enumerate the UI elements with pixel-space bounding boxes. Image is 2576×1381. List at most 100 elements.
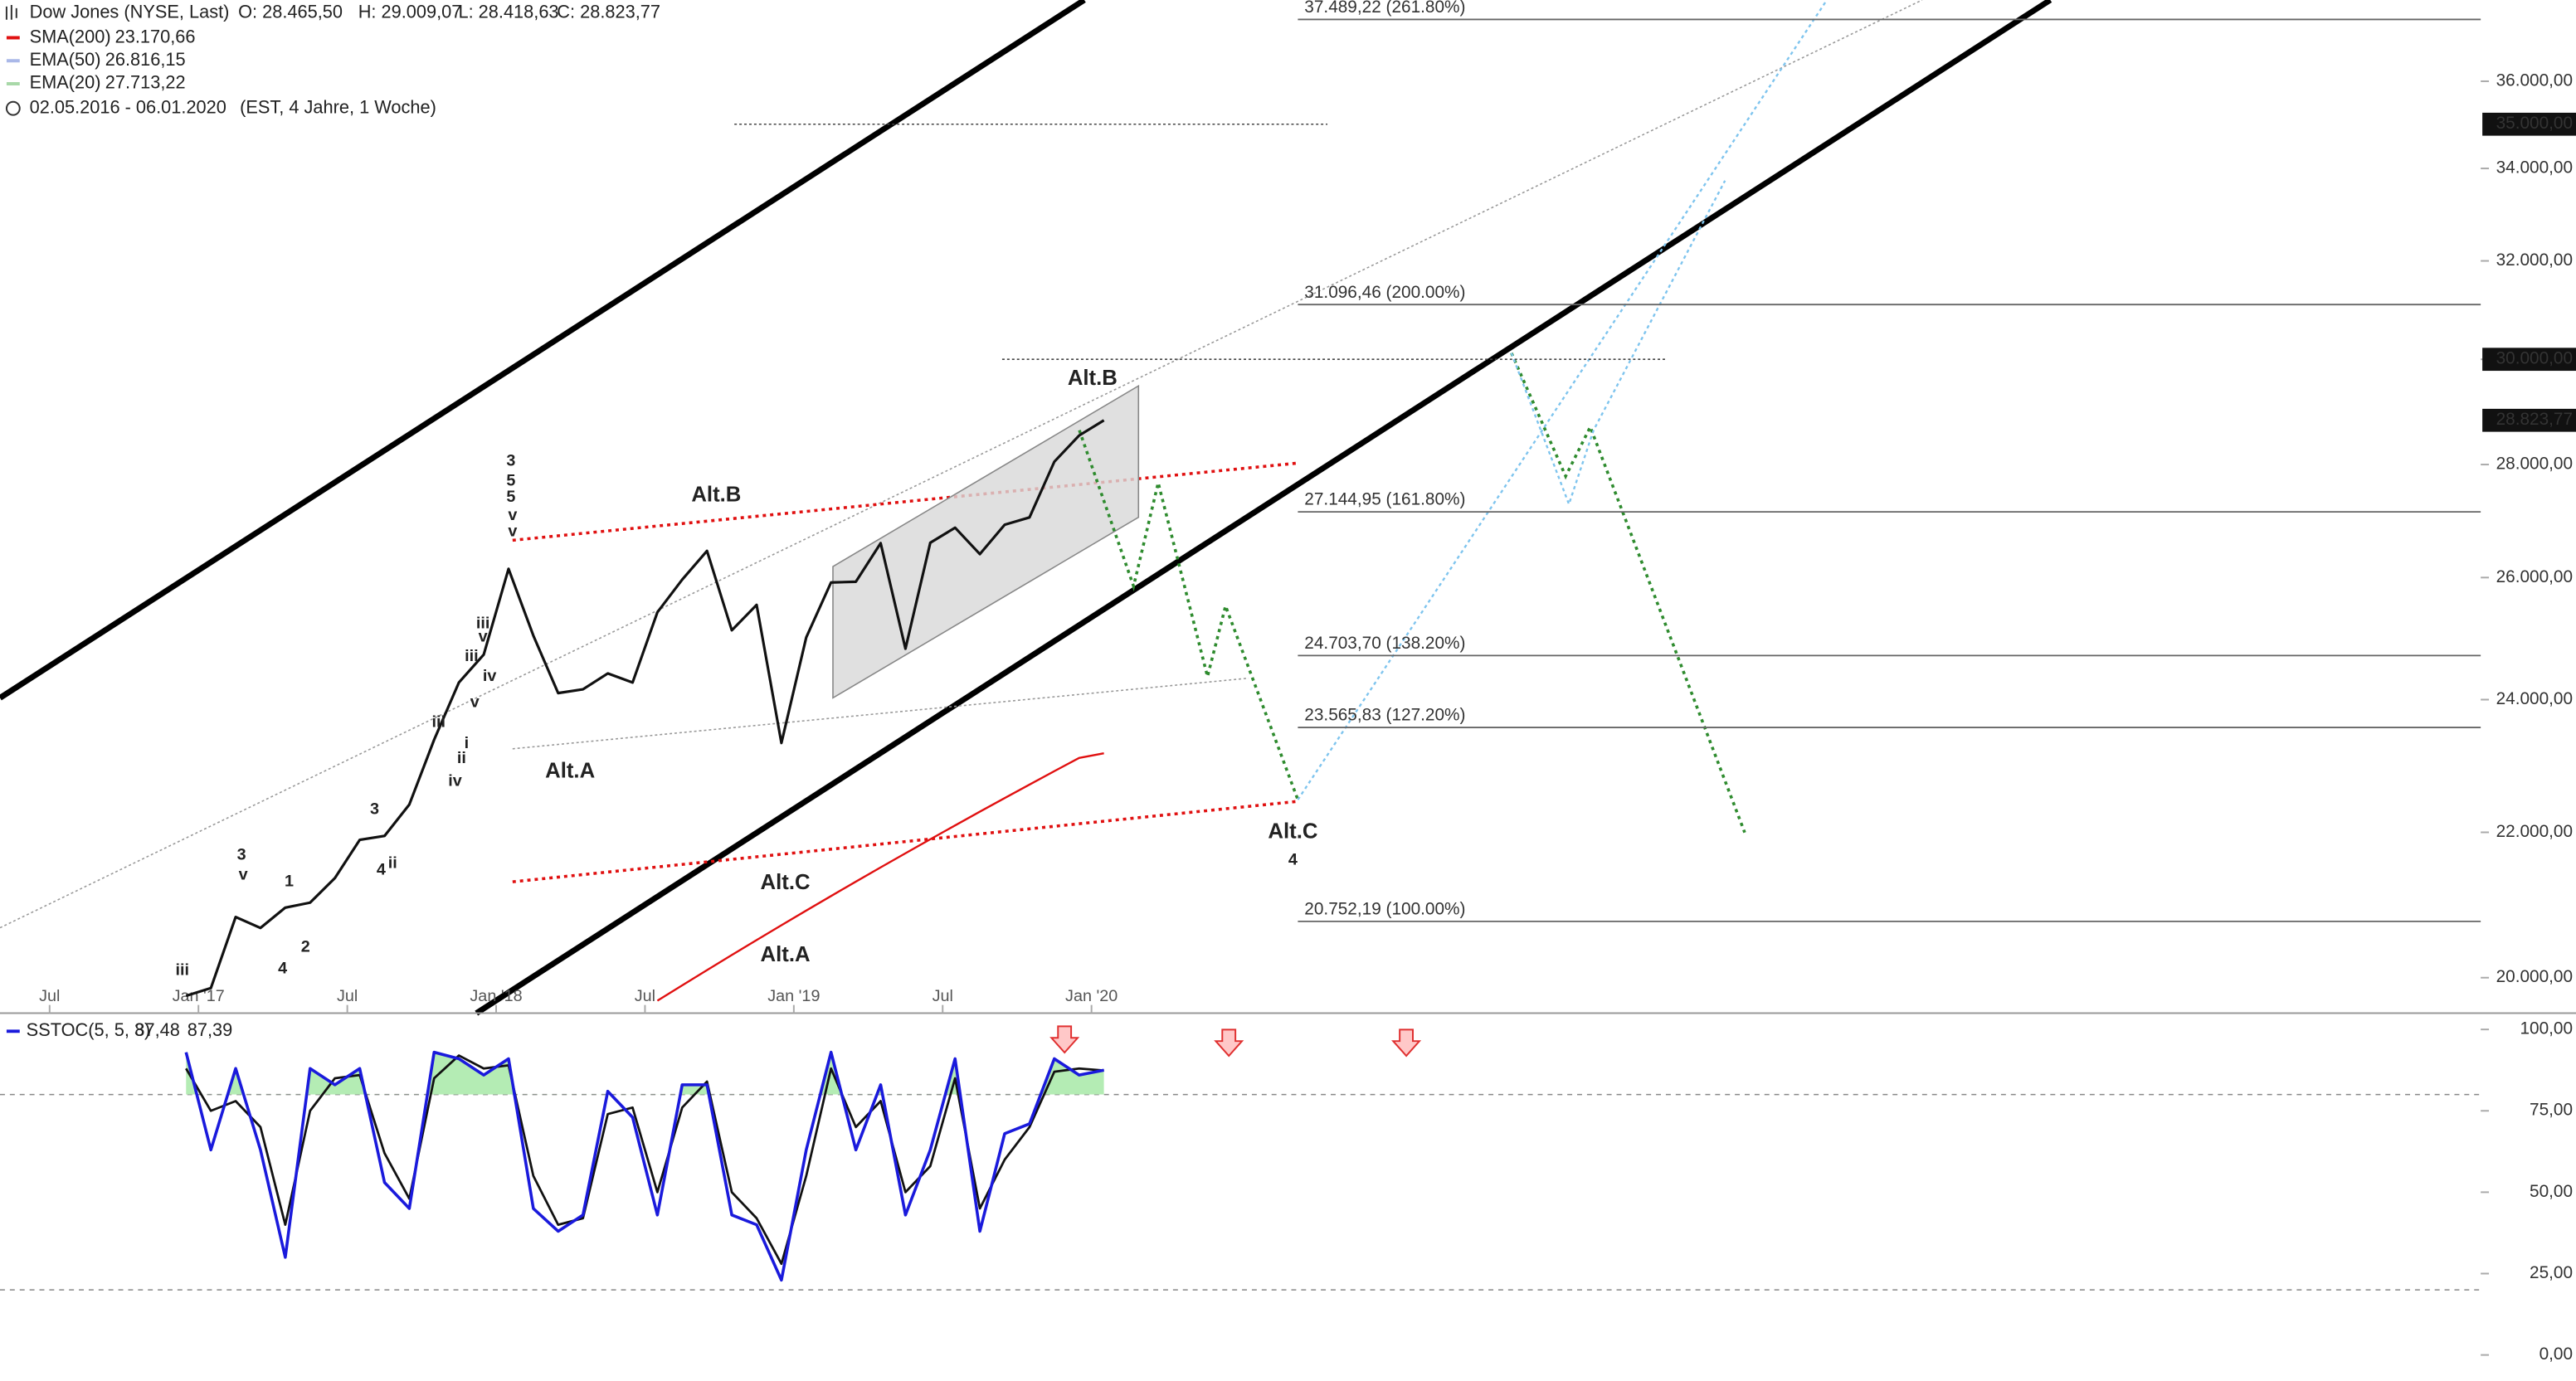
price-marker (2482, 348, 2576, 372)
legend-value: 23.170,66 (115, 26, 196, 46)
fib-label: 37.489,22 (261.80%) (1304, 0, 1465, 17)
annotation: 3 (370, 800, 379, 818)
annotation: v (508, 523, 517, 541)
header: Dow Jones (NYSE, Last) O: 28.465,50 H: 2… (5, 2, 660, 117)
fib-label: 27.144,95 (161.80%) (1304, 490, 1465, 509)
ohlc: O: 28.465,50 (238, 2, 343, 22)
price-marker-label: 28.823,77 (2496, 410, 2573, 429)
x-tick-label: Jan '18 (470, 987, 522, 1005)
series-line (185, 1054, 1104, 1266)
y-tick-label: 32.000,00 (2496, 250, 2573, 270)
annotation: Alt.A (761, 943, 811, 966)
projection (1297, 0, 1829, 800)
projection (1510, 352, 1746, 834)
y-tick-label: 26.000,00 (2496, 567, 2573, 586)
drawings (0, 0, 2053, 1016)
x-tick-label: Jul (39, 987, 60, 1005)
trend-line (0, 0, 1923, 929)
annotation: 1 (285, 872, 294, 890)
legend-value: 26.816,15 (105, 49, 186, 70)
legend-value: 27.713,22 (105, 72, 186, 93)
annotation: 4 (278, 959, 287, 977)
series-line (185, 419, 1105, 998)
price-series (185, 419, 1105, 1002)
range-note: (EST, 4 Jahre, 1 Woche) (240, 96, 436, 117)
x-tick-label: Jan '17 (173, 987, 225, 1005)
trend-line (512, 677, 1249, 750)
y-tick-label: 28.000,00 (2496, 455, 2573, 474)
annotation: ii (457, 749, 466, 767)
annotation: Alt.C (761, 871, 811, 894)
series-line (184, 1050, 1104, 1282)
annotation: 4 (1288, 851, 1298, 869)
annotation: 3 (237, 846, 246, 864)
sell-arrow (1391, 1028, 1422, 1058)
y-tick-label: 25,00 (2530, 1263, 2573, 1282)
annotation: i (465, 734, 470, 752)
trend-line (512, 461, 1298, 542)
annotation: 2 (301, 938, 310, 956)
sell-arrow (1214, 1028, 1244, 1058)
annotation: 3 (506, 452, 515, 470)
trend-line (475, 0, 2053, 1016)
annotation: iii (176, 960, 190, 979)
fib-label: 20.752,19 (100.00%) (1304, 899, 1465, 918)
trend-line (0, 0, 1086, 701)
trend-line (512, 800, 1298, 883)
y-tick-label: 75,00 (2530, 1101, 2573, 1120)
x-tick-label: Jul (933, 987, 953, 1005)
annotation: 5 (506, 488, 515, 506)
annotation: v (239, 865, 248, 883)
legend-label: SMA(200) (30, 26, 111, 46)
x-tick-label: Jan '19 (767, 987, 820, 1005)
annotation: 5 (506, 471, 515, 489)
price-marker (2482, 112, 2576, 136)
y-tick-label: 20.000,00 (2496, 967, 2573, 986)
y-tick-label: 36.000,00 (2496, 71, 2573, 90)
annotation: v (470, 693, 480, 712)
projection (1078, 430, 1300, 800)
x-tick-label: Jul (337, 987, 358, 1005)
fib-label: 31.096,46 (200.00%) (1304, 283, 1465, 302)
legend-label: EMA(50) (30, 49, 101, 70)
instrument: Dow Jones (NYSE, Last) (30, 2, 230, 22)
price-marker-label: 35.000,00 (2496, 114, 2573, 133)
annotation: Alt.C (1268, 820, 1317, 844)
sell-arrow (1049, 1025, 1080, 1054)
legend-value: 87,48 (134, 1019, 179, 1040)
legend-value: 87,39 (187, 1019, 232, 1040)
annotation: iv (448, 772, 462, 790)
annotation: iv (483, 667, 497, 685)
annotation: Alt.B (1068, 367, 1118, 390)
annotation: Alt.A (545, 759, 595, 782)
price-marker-label: 30.000,00 (2496, 349, 2573, 368)
legend-label: EMA(20) (30, 72, 101, 93)
signal-arrows (1049, 1025, 1422, 1058)
x-tick-label: Jul (635, 987, 655, 1005)
chart-icon (5, 4, 17, 20)
annotation: Alt.B (691, 484, 741, 507)
channel (832, 384, 1140, 699)
projection (1510, 180, 1726, 508)
y-tick-label: 34.000,00 (2496, 158, 2573, 177)
y-tick-label: 22.000,00 (2496, 822, 2573, 841)
annotation: iii (476, 615, 490, 633)
fib-label: 24.703,70 (138.20%) (1304, 634, 1465, 653)
ohlc: H: 29.009,07 (358, 2, 462, 22)
y-tick-label: 0,00 (2539, 1345, 2573, 1364)
annotation: ii (388, 854, 397, 873)
date-range: 02.05.2016 - 06.01.2020 (30, 96, 226, 117)
clock-icon (5, 100, 21, 116)
annotation: 4 (377, 861, 386, 879)
price-marker (2482, 408, 2576, 432)
annotation: v (479, 627, 488, 645)
x-tick-label: Jan '20 (1065, 987, 1118, 1005)
ohlc: L: 28.418,63 (458, 2, 558, 22)
ohlc: C: 28.823,77 (557, 2, 660, 22)
legend-label: SSTOC(5, 5, 3) (27, 1019, 151, 1040)
y-tick-label: 100,00 (2520, 1019, 2573, 1038)
y-tick-label: 50,00 (2530, 1182, 2573, 1201)
fib-label: 23.565,83 (127.20%) (1304, 706, 1465, 725)
